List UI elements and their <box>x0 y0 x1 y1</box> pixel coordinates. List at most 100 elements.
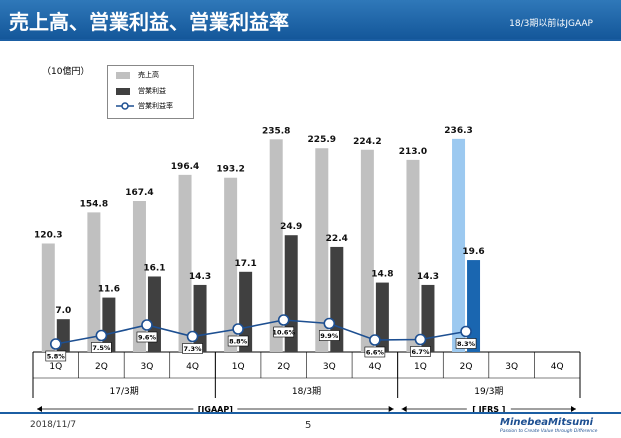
margin-point <box>186 330 199 343</box>
margin-label-box <box>182 343 203 354</box>
margin-value-label: 8.8% <box>229 338 248 346</box>
standard-arrow-left-icon <box>37 406 42 412</box>
margin-label-box <box>364 346 386 358</box>
margin-point <box>95 329 108 342</box>
legend-item-profit: 営業利益 <box>108 85 193 99</box>
standard-label: [JGAAP] <box>198 405 233 412</box>
margin-value-label: 6.7% <box>411 348 430 356</box>
profit-value-label: 22.4 <box>326 234 348 244</box>
margin-line <box>55 319 467 345</box>
sales-bar <box>452 138 466 352</box>
title-bar: 売上高、営業利益、営業利益率 18/3期以前はJGAAP <box>0 0 621 39</box>
legend-swatch-profit <box>116 88 130 95</box>
profit-value-label: 14.8 <box>371 270 393 280</box>
margin-value-label: 9.9% <box>320 332 339 340</box>
profit-value-label: 24.9 <box>280 222 302 232</box>
fiscal-year-label: 18/3期 <box>292 386 321 397</box>
margin-point <box>277 314 290 326</box>
sales-value-label: 167.4 <box>125 188 153 198</box>
margin-label-box <box>410 346 431 357</box>
sales-value-label: 213.0 <box>399 147 427 157</box>
sales-bar <box>315 148 329 352</box>
sales-value-label: 224.2 <box>353 137 381 147</box>
x-tick-label: 1Q <box>414 362 427 372</box>
x-tick-label: 4Q <box>186 362 199 372</box>
page-number: 5 <box>305 420 312 431</box>
logo-wordmark: MinebeaMitsumi <box>500 417 594 428</box>
margin-label-box <box>91 342 112 353</box>
margin-point <box>49 338 62 350</box>
margin-label-box <box>455 338 477 349</box>
margin-label-box <box>45 350 67 362</box>
sales-bar <box>224 177 238 352</box>
footer-divider <box>0 412 621 414</box>
margin-label-box <box>318 330 340 341</box>
sales-bar <box>132 201 146 352</box>
profit-value-label: 14.3 <box>417 272 439 282</box>
profit-bar <box>375 282 389 352</box>
x-tick-label: 4Q <box>551 362 564 372</box>
page-title: 売上高、営業利益、営業利益率 <box>9 10 289 34</box>
fiscal-year-label: 17/3期 <box>110 386 139 397</box>
sales-value-label: 236.3 <box>444 126 472 136</box>
x-tick-label: 3Q <box>505 362 518 372</box>
legend-label-sales: 売上高 <box>138 71 159 79</box>
margin-value-label: 10.6% <box>272 329 295 337</box>
standard-label-bg <box>466 403 511 412</box>
margin-value-label: 5.8% <box>47 353 66 361</box>
x-tick-label: 1Q <box>49 362 62 372</box>
legend-label-profit: 営業利益 <box>138 87 166 95</box>
legend-swatch-sales <box>116 72 130 79</box>
sales-bar <box>87 212 101 352</box>
margin-value-label: 7.5% <box>92 344 111 352</box>
margin-label-box <box>273 326 295 338</box>
legend: 売上高 営業利益 営業利益率 <box>107 65 194 119</box>
margin-point <box>369 334 381 346</box>
margin-value-label: 6.6% <box>366 349 385 357</box>
margin-label-box <box>136 331 158 343</box>
x-tick-label: 1Q <box>232 362 245 372</box>
fiscal-year-label: 19/3期 <box>474 386 503 397</box>
x-tick-label: 3Q <box>323 362 336 372</box>
x-tick-label: 4Q <box>368 362 381 372</box>
sales-value-label: 196.4 <box>171 162 199 172</box>
margin-value-label: 8.3% <box>457 340 476 348</box>
footer-date: 2018/11/7 <box>30 420 77 430</box>
sales-value-label: 154.8 <box>80 199 108 209</box>
margin-point <box>323 317 336 330</box>
unit-label: （10億円） <box>42 67 90 77</box>
profit-value-label: 16.1 <box>143 263 165 273</box>
company-logo: MinebeaMitsumi Passion to Create Value t… <box>500 417 615 437</box>
margin-point <box>414 333 427 346</box>
profit-value-label: 19.6 <box>462 247 484 257</box>
header-divider <box>0 39 621 41</box>
sales-bar <box>269 139 283 352</box>
legend-item-margin: 営業利益率 <box>108 100 193 114</box>
sales-bar <box>41 243 55 352</box>
profit-value-label: 17.1 <box>235 259 257 269</box>
standard-arrow-right-icon <box>388 406 394 412</box>
x-tick-label: 3Q <box>141 362 154 372</box>
logo-tagline: Passion to Create Value through Differen… <box>500 429 598 434</box>
margin-point <box>141 319 153 331</box>
legend-label-margin: 営業利益率 <box>138 102 173 110</box>
profit-bar <box>193 284 207 352</box>
margin-value-label: 9.6% <box>138 334 157 342</box>
profit-value-label: 14.3 <box>189 272 211 282</box>
sales-value-label: 120.3 <box>34 230 62 240</box>
margin-value-label: 7.3% <box>184 345 203 353</box>
sales-bar <box>360 149 374 352</box>
chart-canvas: 17/3期 18/3期 19/3期 1Q 2Q 3Q 4Q 1Q 2Q 3Q 4Q 1Q 2Q 3Q 4Q 1… <box>32 126 581 412</box>
legend-line-margin-icon <box>116 102 134 110</box>
sales-value-label: 225.9 <box>308 135 336 145</box>
standard-arrow-left-icon <box>401 406 407 412</box>
standard-label-bg <box>193 403 238 412</box>
profit-value-label: 7.0 <box>55 306 71 316</box>
legend-item-sales: 売上高 <box>108 69 193 83</box>
standard-arrow-right-icon <box>571 406 576 412</box>
sales-value-label: 193.2 <box>216 165 244 175</box>
sales-bar <box>406 159 420 352</box>
sales-value-label: 235.8 <box>262 126 290 136</box>
profit-bar <box>421 284 435 352</box>
margin-point <box>460 325 472 338</box>
